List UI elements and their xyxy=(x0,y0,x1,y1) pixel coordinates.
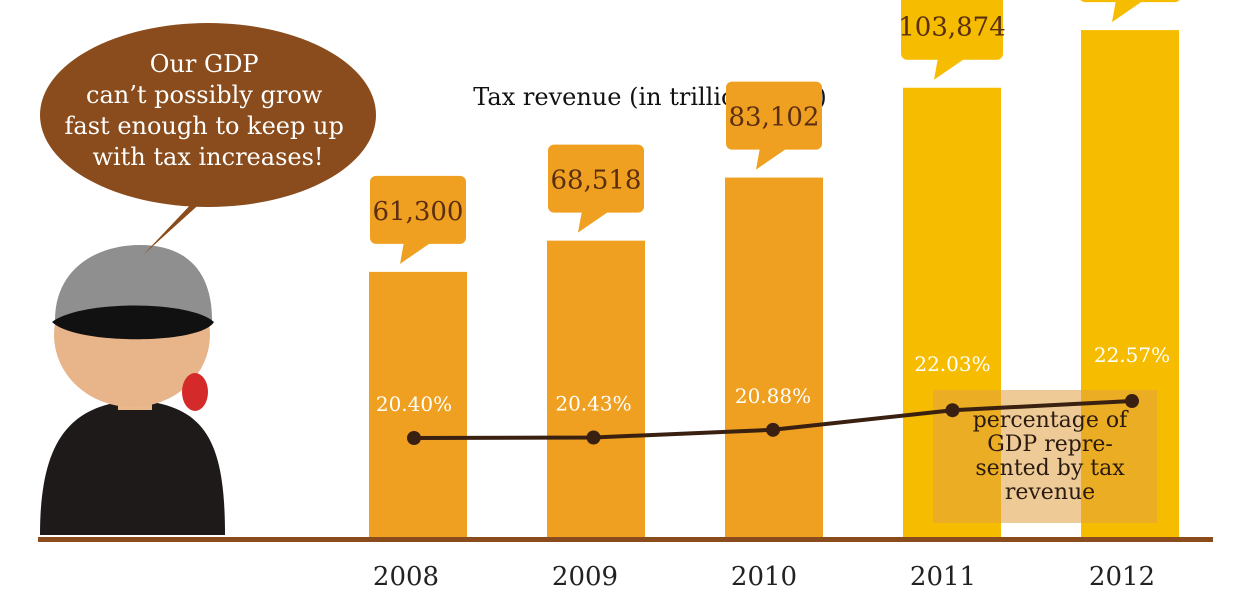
percentage-label-2012: 22.57% xyxy=(1094,343,1170,367)
value-callout-tail-2010 xyxy=(756,147,788,170)
legend-text-line-4: revenue xyxy=(1005,480,1095,505)
speech-line-3: fast enough to keep up xyxy=(65,112,344,140)
percentage-point-2011 xyxy=(945,403,960,418)
character-ear xyxy=(182,373,208,411)
x-axis: 2008 2009 2010 2011 2012 xyxy=(38,537,1213,592)
legend-box xyxy=(933,390,1157,523)
character-illustration xyxy=(40,245,225,535)
percentage-point-2009 xyxy=(586,430,601,445)
speech-bubble: Our GDP can’t possibly grow fast enough … xyxy=(40,23,376,255)
value-callout-tail-2009 xyxy=(578,210,610,233)
value-label-2008: 61,300 xyxy=(373,197,464,227)
legend-text-line-1: percentage of xyxy=(973,408,1129,433)
x-tick-label-2010: 2010 xyxy=(731,562,797,592)
speech-bubble-body xyxy=(40,23,376,207)
speech-line-4: with tax increases! xyxy=(92,143,323,171)
percentage-label-2010: 20.88% xyxy=(735,384,811,408)
speech-line-1: Our GDP xyxy=(150,50,259,78)
value-callout-2011 xyxy=(901,0,1003,60)
value-callout-2010 xyxy=(726,81,822,150)
cap-dome xyxy=(55,245,212,320)
speech-bubble-text: Our GDP can’t possibly grow fast enough … xyxy=(65,50,352,171)
legend-text-line-3: sented by tax xyxy=(975,456,1125,481)
value-callout-2008 xyxy=(370,175,466,244)
value-callout-tail-2011 xyxy=(934,57,966,80)
x-tick-label-2008: 2008 xyxy=(373,562,439,592)
value-label-2009: 68,518 xyxy=(551,166,642,196)
speech-line-2: can’t possibly grow xyxy=(86,81,323,109)
value-callout-2009 xyxy=(548,144,644,213)
baseline xyxy=(38,537,1213,542)
value-callout-tail-2008 xyxy=(400,241,432,264)
percentage-point-2010 xyxy=(766,422,780,437)
line-layer: 20.40% 20.43% 20.88% 22.03% 22.57% xyxy=(376,343,1170,445)
x-tick-label-2012: 2012 xyxy=(1089,562,1155,592)
character-body xyxy=(40,400,225,535)
x-tick-label-2011: 2011 xyxy=(910,562,976,592)
percentage-label-2011: 22.03% xyxy=(914,352,990,376)
percentage-label-2009: 20.43% xyxy=(555,391,631,415)
x-tick-label-2009: 2009 xyxy=(552,562,618,592)
value-label-2011: 103,874 xyxy=(898,13,1006,43)
percentage-label-2008: 20.40% xyxy=(376,392,452,416)
value-callout-tail-2012 xyxy=(1112,0,1144,23)
bar-2010 xyxy=(725,177,823,537)
percentage-point-2012 xyxy=(1125,394,1139,409)
bar-2008 xyxy=(369,271,467,537)
cap-brim xyxy=(52,305,214,340)
bars-layer xyxy=(369,30,1179,538)
value-label-2010: 83,102 xyxy=(729,103,820,133)
legend-text-line-2: GDP repre- xyxy=(987,432,1113,457)
percentage-point-2008 xyxy=(407,431,421,445)
bar-2009 xyxy=(547,240,645,537)
